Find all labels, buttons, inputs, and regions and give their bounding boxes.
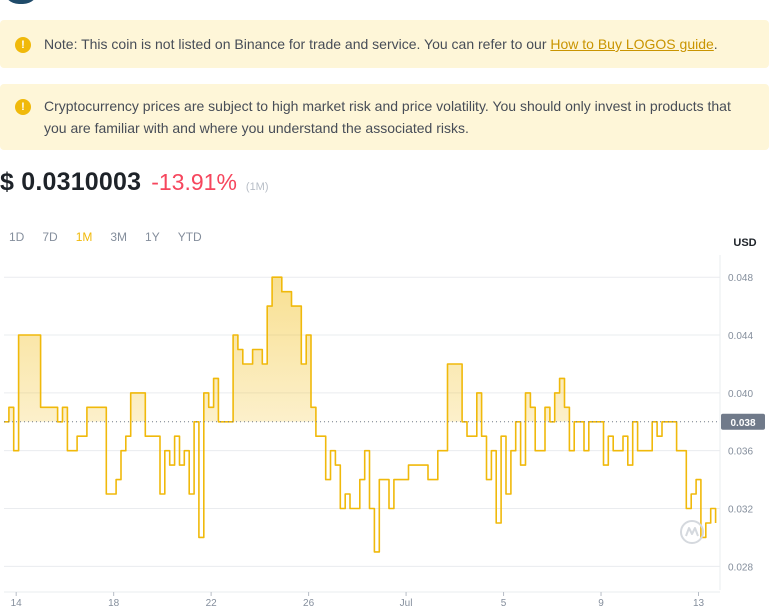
coin-logo-icon (3, 0, 39, 4)
price-chart: USD 0.048 0.044 0.040 0.036 0.032 0.028 0.038 14… (0, 225, 783, 615)
how-to-buy-link[interactable]: How to Buy LOGOS guide (550, 36, 714, 52)
tab-1d[interactable]: 1D (9, 230, 25, 244)
period-tabs: 1D 7D 1M 3M 1Y YTD (9, 230, 202, 244)
tab-1m[interactable]: 1M (75, 230, 93, 244)
y-tick-label: 0.028 (728, 562, 753, 573)
listing-notice-text: Note: This coin is not listed on Binance… (44, 36, 551, 52)
listing-notice: ! Note: This coin is not listed on Binan… (0, 20, 769, 68)
price-change: -13.91% (151, 169, 237, 195)
x-tick-label: Jul (400, 598, 413, 609)
area-fill (8, 277, 570, 422)
tab-3m[interactable]: 3M (110, 230, 128, 244)
current-price-badge (721, 413, 765, 430)
price-line (4, 276, 717, 553)
x-tick-label: 9 (598, 598, 604, 609)
y-axis-unit: USD (733, 237, 756, 249)
warning-icon: ! (15, 99, 31, 115)
current-price-label: 0.038 (730, 418, 755, 429)
y-tick-label: 0.040 (728, 389, 753, 400)
y-tick-label: 0.036 (728, 447, 753, 458)
price-summary: $ 0.0310003 -13.91% (1M) (0, 168, 269, 204)
x-tick-label: 14 (11, 598, 23, 609)
x-tick-label: 26 (303, 598, 315, 609)
x-tick-label: 18 (108, 598, 120, 609)
y-tick-label: 0.032 (728, 505, 753, 516)
warning-icon: ! (15, 37, 31, 53)
tab-7d[interactable]: 7D (42, 230, 58, 244)
tab-1y[interactable]: 1Y (145, 230, 160, 244)
listing-notice-suffix: . (713, 36, 718, 52)
risk-warning: ! Cryptocurrency prices are subject to h… (0, 84, 769, 150)
price-chart-svg: USD 0.048 0.044 0.040 0.036 0.032 0.028 0.038 14… (4, 237, 765, 609)
y-tick-label: 0.044 (728, 331, 753, 342)
change-period: (1M) (245, 181, 269, 193)
chart-watermark-icon (680, 520, 704, 544)
tab-ytd[interactable]: YTD (177, 230, 202, 244)
y-tick-label: 0.048 (728, 273, 753, 284)
x-tick-label: 13 (693, 598, 705, 609)
x-tick-label: 5 (501, 598, 507, 609)
x-tick-label: 22 (206, 598, 218, 609)
current-price: $ 0.0310003 (0, 168, 142, 196)
risk-warning-text: Cryptocurrency prices are subject to hig… (44, 98, 731, 136)
